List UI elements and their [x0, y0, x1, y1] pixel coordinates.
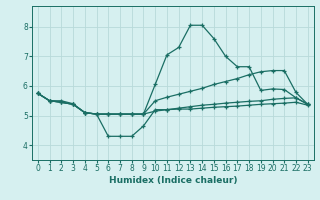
- X-axis label: Humidex (Indice chaleur): Humidex (Indice chaleur): [108, 176, 237, 185]
